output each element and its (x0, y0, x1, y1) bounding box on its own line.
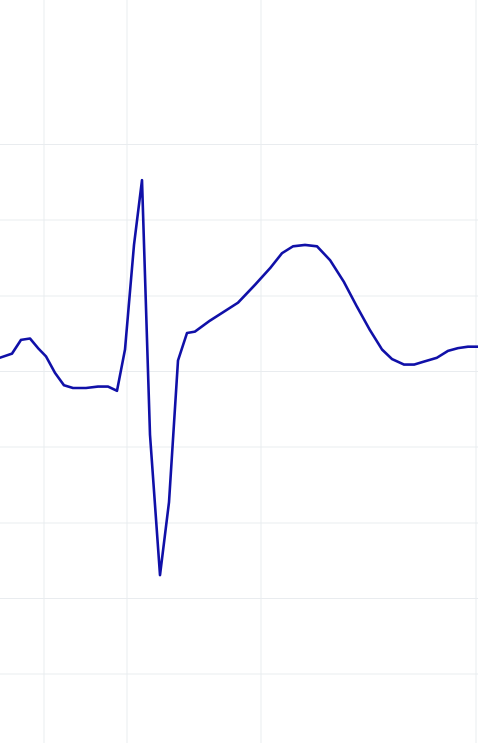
ecg-series-line (0, 178, 478, 577)
series-layer (0, 178, 478, 577)
